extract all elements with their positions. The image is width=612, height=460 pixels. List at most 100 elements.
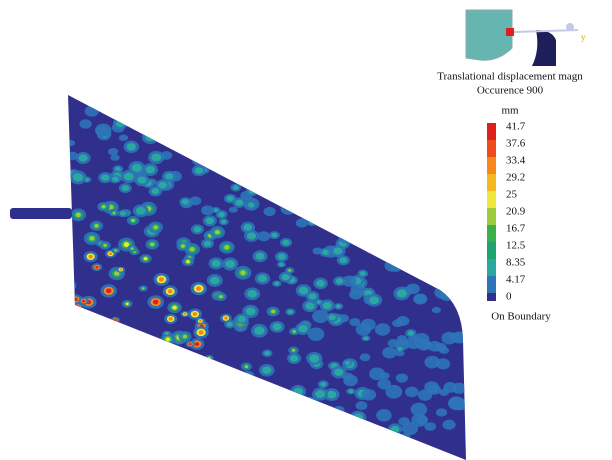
blob xyxy=(296,218,308,227)
blob-peak xyxy=(190,247,195,251)
blob-peak xyxy=(184,370,189,375)
blob-core xyxy=(307,441,316,449)
blob xyxy=(318,139,331,149)
blob xyxy=(388,255,397,261)
blob xyxy=(332,165,341,171)
blob-core xyxy=(195,373,205,381)
blob-peak xyxy=(130,363,134,367)
blob-peak xyxy=(76,305,79,308)
blob-core xyxy=(299,156,308,163)
blob-core xyxy=(73,173,83,181)
blob-peak xyxy=(82,300,85,303)
blob-core xyxy=(246,307,256,315)
blob xyxy=(65,442,80,454)
blob xyxy=(148,440,159,448)
blob xyxy=(451,267,461,274)
blob xyxy=(326,129,336,136)
blob xyxy=(79,119,91,128)
blob xyxy=(408,131,424,144)
blob-core xyxy=(225,372,233,378)
blob-core xyxy=(261,428,271,436)
blob xyxy=(281,202,297,215)
blob xyxy=(246,186,259,196)
blob xyxy=(95,92,106,100)
blob xyxy=(436,236,447,244)
blob-peak xyxy=(209,448,214,453)
blob-core xyxy=(397,289,407,297)
blob-core xyxy=(101,174,109,181)
blob-core xyxy=(282,274,290,280)
blob-core xyxy=(119,411,129,419)
blob xyxy=(201,205,214,215)
blob-peak xyxy=(133,393,137,397)
blob xyxy=(447,123,459,132)
blob-core xyxy=(345,361,350,365)
blob-peak xyxy=(251,453,255,457)
blob xyxy=(110,154,119,160)
scale-swatch xyxy=(487,140,496,157)
blob-core xyxy=(105,436,112,441)
blob xyxy=(391,265,401,272)
blob-core xyxy=(331,215,340,222)
blob-core xyxy=(308,432,318,440)
blob-peak xyxy=(88,374,93,378)
blob-core xyxy=(238,316,246,323)
blob xyxy=(356,401,368,410)
scale-label: 20.9 xyxy=(506,206,526,218)
blob-peak xyxy=(86,360,92,365)
blob xyxy=(266,188,280,199)
blob xyxy=(317,431,331,442)
blob-core xyxy=(296,183,306,191)
blob xyxy=(102,434,114,443)
blob-core xyxy=(258,275,267,282)
blob xyxy=(351,419,361,426)
scale-swatch xyxy=(487,259,496,276)
blob xyxy=(392,97,407,109)
scale-swatch xyxy=(487,191,496,208)
blob-peak xyxy=(215,230,220,234)
blob-peak xyxy=(272,409,277,413)
blob xyxy=(401,199,417,212)
blob-peak xyxy=(224,317,228,320)
blob xyxy=(81,335,92,343)
blob xyxy=(432,307,441,313)
blob xyxy=(80,356,97,370)
blob xyxy=(262,441,275,451)
blob-core xyxy=(309,220,315,224)
blob xyxy=(234,421,249,433)
blob-core xyxy=(249,188,257,194)
blob xyxy=(384,158,397,168)
blob-peak xyxy=(245,365,248,368)
blob-peak xyxy=(95,326,98,328)
blob xyxy=(153,393,170,407)
blob-core xyxy=(251,387,259,393)
blob xyxy=(396,373,408,382)
blob-peak xyxy=(181,244,185,247)
blob-core xyxy=(221,220,226,224)
blob-core xyxy=(322,250,329,255)
scale-swatch xyxy=(487,293,496,301)
blob xyxy=(367,441,381,452)
blob-core xyxy=(218,212,225,217)
scale-label: 25 xyxy=(506,189,518,201)
blob xyxy=(405,387,418,397)
blob-core xyxy=(249,451,257,457)
blob-core xyxy=(173,363,181,370)
blob-peak xyxy=(153,300,158,305)
blob-core xyxy=(79,310,85,315)
blob xyxy=(304,438,320,451)
blob-peak xyxy=(219,295,222,298)
blob xyxy=(85,106,99,117)
blob xyxy=(192,153,208,166)
blob xyxy=(434,286,450,299)
blob-core xyxy=(336,304,341,308)
blob xyxy=(436,223,449,233)
scale-swatch xyxy=(487,208,496,225)
blob-peak xyxy=(228,425,230,427)
blob xyxy=(452,264,465,274)
blob xyxy=(72,303,83,311)
blob-core xyxy=(124,173,134,181)
blob xyxy=(406,283,420,294)
blob-core xyxy=(256,393,264,399)
scale-swatch xyxy=(487,242,496,259)
